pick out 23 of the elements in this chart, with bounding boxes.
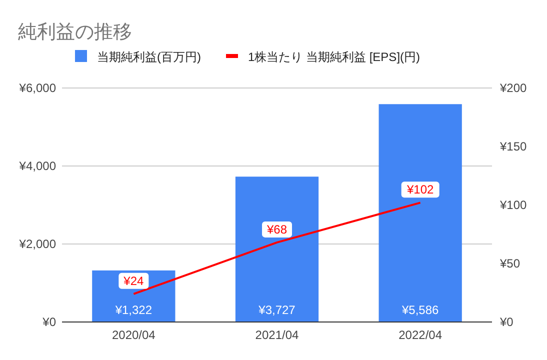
legend-label: 1株当たり 当期純利益 [EPS](円) bbox=[248, 50, 420, 64]
y2-tick-label: ¥200 bbox=[499, 81, 528, 95]
y2-tick-label: ¥0 bbox=[499, 315, 514, 329]
data-label: ¥102 bbox=[406, 182, 434, 197]
y-tick-label: ¥0 bbox=[42, 315, 56, 329]
y2-tick-label: ¥50 bbox=[499, 256, 520, 270]
data-label: ¥24 bbox=[122, 274, 144, 288]
data-label: ¥1,322 bbox=[114, 303, 152, 317]
y2-tick-label: ¥100 bbox=[499, 198, 528, 212]
data-label: ¥3,727 bbox=[258, 303, 296, 317]
y-tick-label: ¥6,000 bbox=[18, 81, 56, 95]
x-tick-label: 2022/04 bbox=[398, 328, 442, 342]
y2-tick-label: ¥150 bbox=[499, 140, 528, 154]
legend-label: 当期純利益(百万円) bbox=[97, 50, 201, 64]
y-tick-label: ¥4,000 bbox=[18, 159, 56, 173]
chart-title: 純利益の推移 bbox=[18, 22, 132, 43]
data-label: ¥5,586 bbox=[400, 303, 440, 317]
x-tick-label: 2021/04 bbox=[255, 328, 300, 342]
bar bbox=[378, 104, 462, 322]
x-tick-label: 2020/04 bbox=[112, 328, 156, 342]
data-label: ¥68 bbox=[266, 222, 288, 236]
bar bbox=[235, 176, 319, 322]
y-tick-label: ¥2,000 bbox=[18, 237, 56, 251]
